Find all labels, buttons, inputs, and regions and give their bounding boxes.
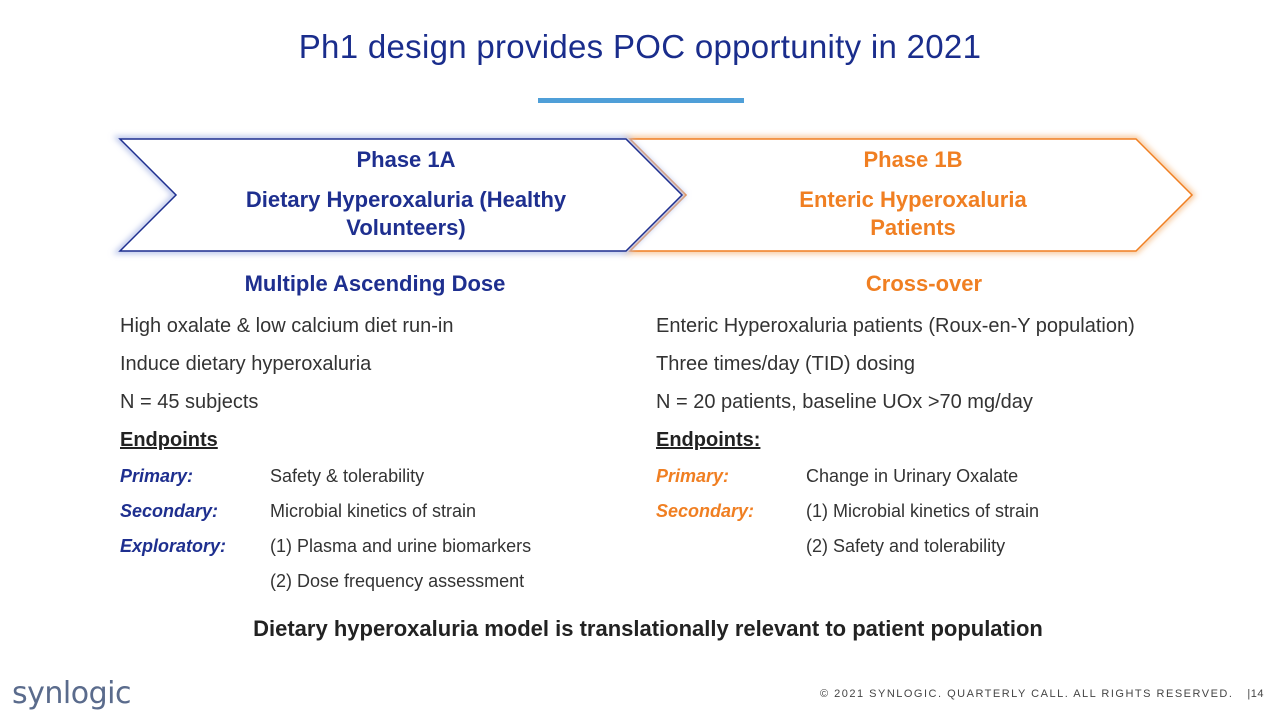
phase-1a-details: Multiple Ascending Dose High oxalate & l… — [120, 268, 640, 599]
phase-1a-design: Multiple Ascending Dose — [244, 271, 506, 296]
endpoint-value: Change in Urinary Oxalate — [806, 466, 1019, 486]
phase-1a-bullet: High oxalate & low calcium diet run-in — [120, 315, 454, 337]
footer: © 2021 SYNLOGIC. QUARTERLY CALL. ALL RIG… — [820, 688, 1264, 700]
copyright-text: © 2021 SYNLOGIC. QUARTERLY CALL. ALL RIG… — [819, 688, 1234, 700]
synlogic-logo: synlogic — [12, 676, 131, 711]
phase-1b-details: Cross-over Enteric Hyperoxaluria patient… — [656, 268, 1216, 564]
phase-1a-endpoint-row: Exploratory: (1) Plasma and urine biomar… — [120, 529, 640, 564]
endpoint-label: Primary: — [120, 466, 194, 486]
phase-1a-endpoint-row: Secondary: Microbial kinetics of strain — [120, 494, 640, 529]
phase-chevrons — [112, 136, 1197, 254]
phase-1a-endpoint-row: Primary: Safety & tolerability — [120, 459, 640, 494]
endpoint-label — [120, 564, 270, 599]
endpoint-value: (1) Plasma and urine biomarkers — [270, 536, 532, 556]
page-title: Ph1 design provides POC opportunity in 2… — [298, 28, 982, 65]
title-underline — [538, 98, 744, 103]
phase-1b-bullet: Enteric Hyperoxaluria patients (Roux-en-… — [656, 315, 1135, 337]
endpoint-value: (2) Safety and tolerability — [806, 536, 1006, 556]
phase-1a-bullet: N = 45 subjects — [120, 391, 259, 413]
phase-1a-bullet: Induce dietary hyperoxaluria — [120, 353, 372, 375]
phase-1b-bullet: Three times/day (TID) dosing — [656, 353, 915, 375]
phase-1b-endpoints-heading: Endpoints: — [656, 429, 761, 451]
phase-1a-endpoint-row: (2) Dose frequency assessment — [120, 564, 640, 599]
phase-1b-title: Phase 1B — [863, 147, 963, 172]
endpoint-label: Secondary: — [120, 501, 219, 521]
endpoint-label: Secondary: — [656, 501, 755, 521]
endpoint-value: (2) Dose frequency assessment — [270, 571, 525, 591]
endpoint-label: Primary: — [656, 466, 730, 486]
phase-1b-subtitle: Enteric Hyperoxaluria Patients — [799, 187, 1027, 240]
phase-1b-endpoint-row: Primary: Change in Urinary Oxalate — [656, 459, 1216, 494]
endpoint-label — [656, 529, 806, 564]
endpoint-value: Microbial kinetics of strain — [270, 501, 477, 521]
endpoint-label: Exploratory: — [120, 536, 227, 556]
phase-1b-endpoint-row: (2) Safety and tolerability — [656, 529, 1216, 564]
phase-1b-bullet: N = 20 patients, baseline UOx >70 mg/day — [656, 391, 1033, 413]
page-number: |14 — [1247, 688, 1264, 700]
endpoint-value: (1) Microbial kinetics of strain — [806, 501, 1040, 521]
phase-1b-design: Cross-over — [865, 271, 983, 296]
phase-1a-chevron — [118, 138, 684, 252]
phase-1a-endpoints-heading: Endpoints — [120, 429, 218, 451]
phase-1a-title: Phase 1A — [356, 147, 456, 172]
phase-1a-header: Phase 1A Dietary Hyperoxaluria (Healthy … — [200, 146, 612, 242]
endpoint-value: Safety & tolerability — [270, 466, 425, 486]
phase-1b-header: Phase 1B Enteric Hyperoxaluria Patients — [713, 146, 1113, 242]
conclusion-statement: Dietary hyperoxaluria model is translati… — [253, 616, 1043, 641]
phase-1b-endpoint-row: Secondary: (1) Microbial kinetics of str… — [656, 494, 1216, 529]
phase-1a-subtitle: Dietary Hyperoxaluria (Healthy Volunteer… — [245, 187, 567, 240]
